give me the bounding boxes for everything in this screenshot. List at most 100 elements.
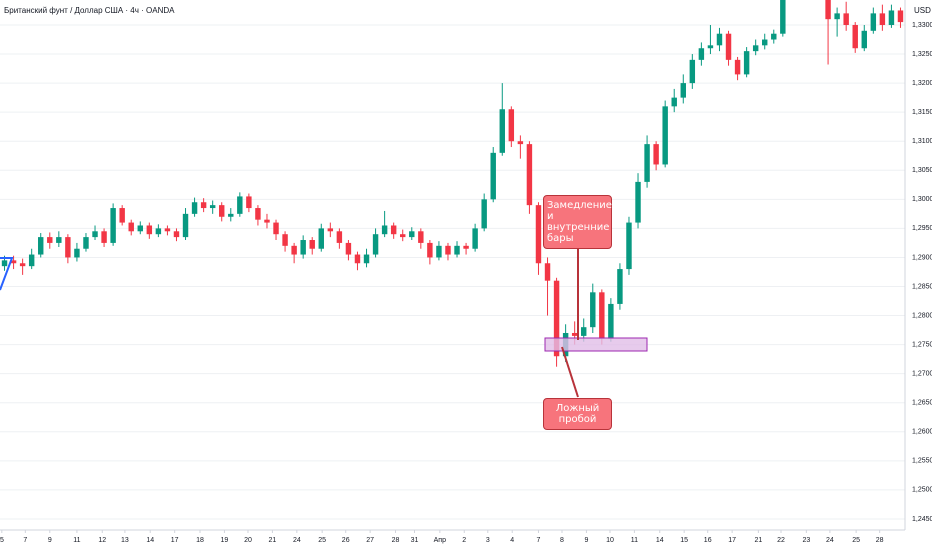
candle-body bbox=[65, 237, 71, 258]
candle-body bbox=[237, 196, 243, 214]
candle-body bbox=[200, 202, 207, 209]
candle-body bbox=[825, 0, 831, 20]
candle-body bbox=[354, 254, 361, 264]
candle-body bbox=[1, 260, 8, 267]
candle-body bbox=[481, 199, 487, 229]
annotation: Замедление и внутренние бары bbox=[543, 195, 612, 249]
candle-body bbox=[445, 245, 451, 255]
x-tick-label: 17 bbox=[728, 537, 736, 544]
candle-body bbox=[336, 231, 343, 243]
y-tick-label: 1,25000 bbox=[912, 487, 932, 494]
x-tick-label: 2 bbox=[462, 537, 466, 544]
x-tick-label: 11 bbox=[73, 537, 80, 544]
y-tick-label: 1,29000 bbox=[912, 254, 932, 261]
candle-body bbox=[879, 13, 886, 25]
candle-body bbox=[544, 263, 551, 281]
x-tick-label: 7 bbox=[23, 537, 27, 544]
candle-body bbox=[897, 10, 904, 23]
grid bbox=[0, 24, 905, 520]
x-tick-label: 31 bbox=[411, 537, 419, 544]
candle-body bbox=[870, 13, 877, 31]
candle-body bbox=[182, 213, 189, 238]
candle-body bbox=[219, 205, 225, 217]
y-tick-label: 1,25500 bbox=[912, 458, 932, 465]
x-tick-label: 23 bbox=[802, 537, 810, 544]
x-tick-label: 28 bbox=[876, 537, 884, 544]
x-tick-label: 21 bbox=[269, 537, 277, 544]
y-tick-label: 1,30500 bbox=[912, 167, 932, 174]
candle-body bbox=[861, 30, 867, 49]
x-tick-label: 14 bbox=[656, 537, 664, 544]
candle-body bbox=[535, 205, 542, 264]
candle-body bbox=[590, 292, 596, 328]
x-tick-label: 13 bbox=[121, 537, 129, 544]
candle-body bbox=[246, 196, 252, 209]
x-tick-label: 27 bbox=[366, 537, 374, 544]
candle-body bbox=[83, 237, 89, 249]
candle-body bbox=[653, 144, 659, 165]
candle-body bbox=[327, 228, 334, 232]
zone bbox=[544, 337, 648, 352]
candle-body bbox=[282, 234, 288, 246]
candle-body bbox=[409, 231, 415, 238]
candle-body bbox=[689, 59, 696, 84]
x-tick-label: 28 bbox=[392, 537, 400, 544]
candle-body bbox=[345, 242, 352, 255]
candle-body bbox=[508, 109, 515, 142]
x-tick-label: 16 bbox=[704, 537, 712, 544]
x-tick-label: 8 bbox=[560, 537, 564, 544]
x-tick-label: 11 bbox=[631, 537, 638, 544]
candle-body bbox=[38, 237, 44, 255]
y-tick-label: 1,26000 bbox=[912, 429, 932, 436]
x-tick-label: 7 bbox=[537, 537, 541, 544]
candle-body bbox=[173, 231, 180, 238]
x-tick-label: 26 bbox=[342, 537, 350, 544]
candle-body bbox=[273, 222, 279, 235]
candles bbox=[1, 0, 904, 367]
currency: USD bbox=[914, 6, 931, 15]
x-tick-label: 20 bbox=[244, 537, 252, 544]
candle-body bbox=[852, 24, 858, 49]
candle-body bbox=[418, 231, 424, 243]
y-tick-label: 1,26500 bbox=[912, 400, 932, 407]
candle-body bbox=[716, 33, 723, 46]
candle-body bbox=[454, 245, 460, 255]
candle-body bbox=[762, 39, 768, 46]
x-tick-label: 19 bbox=[221, 537, 229, 544]
candle-body bbox=[644, 144, 650, 182]
candle-body bbox=[137, 225, 143, 232]
x-tick-label: 4 bbox=[510, 537, 514, 544]
candle-body bbox=[92, 231, 98, 238]
candle-body bbox=[499, 109, 505, 153]
candle-body bbox=[888, 10, 895, 25]
candle-body bbox=[209, 205, 216, 209]
y-tick-label: 1,27000 bbox=[912, 371, 932, 378]
candle-body bbox=[164, 228, 171, 232]
candle-body bbox=[472, 228, 478, 249]
y-tick-label: 1,28500 bbox=[912, 283, 932, 290]
candle-body bbox=[400, 234, 406, 238]
x-tick-label: 24 bbox=[293, 537, 301, 544]
candle-body bbox=[119, 208, 125, 223]
candle-body bbox=[47, 237, 53, 243]
candle-body bbox=[291, 245, 297, 255]
annotation: Ложный пробой bbox=[543, 398, 612, 430]
candle-body bbox=[734, 59, 741, 75]
x-tick-label: 24 bbox=[826, 537, 834, 544]
y-tick-label: 1,32000 bbox=[912, 80, 932, 87]
candle-body bbox=[599, 292, 605, 339]
candle-body bbox=[10, 260, 17, 264]
candle-body bbox=[309, 240, 315, 249]
y-tick-label: 1,31500 bbox=[912, 109, 932, 116]
x-tick-label: 25 bbox=[852, 537, 860, 544]
y-tick-label: 1,30000 bbox=[912, 196, 932, 203]
x-tick-label: Апр bbox=[434, 537, 446, 544]
candle-body bbox=[56, 237, 62, 243]
x-tick-label: 12 bbox=[98, 537, 106, 544]
candle-body bbox=[19, 263, 26, 267]
candle-body bbox=[228, 213, 234, 217]
candle-body bbox=[617, 269, 623, 304]
candle-body bbox=[698, 48, 705, 60]
